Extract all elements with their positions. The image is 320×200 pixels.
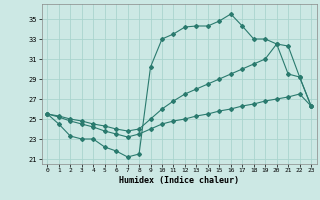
- X-axis label: Humidex (Indice chaleur): Humidex (Indice chaleur): [119, 176, 239, 185]
